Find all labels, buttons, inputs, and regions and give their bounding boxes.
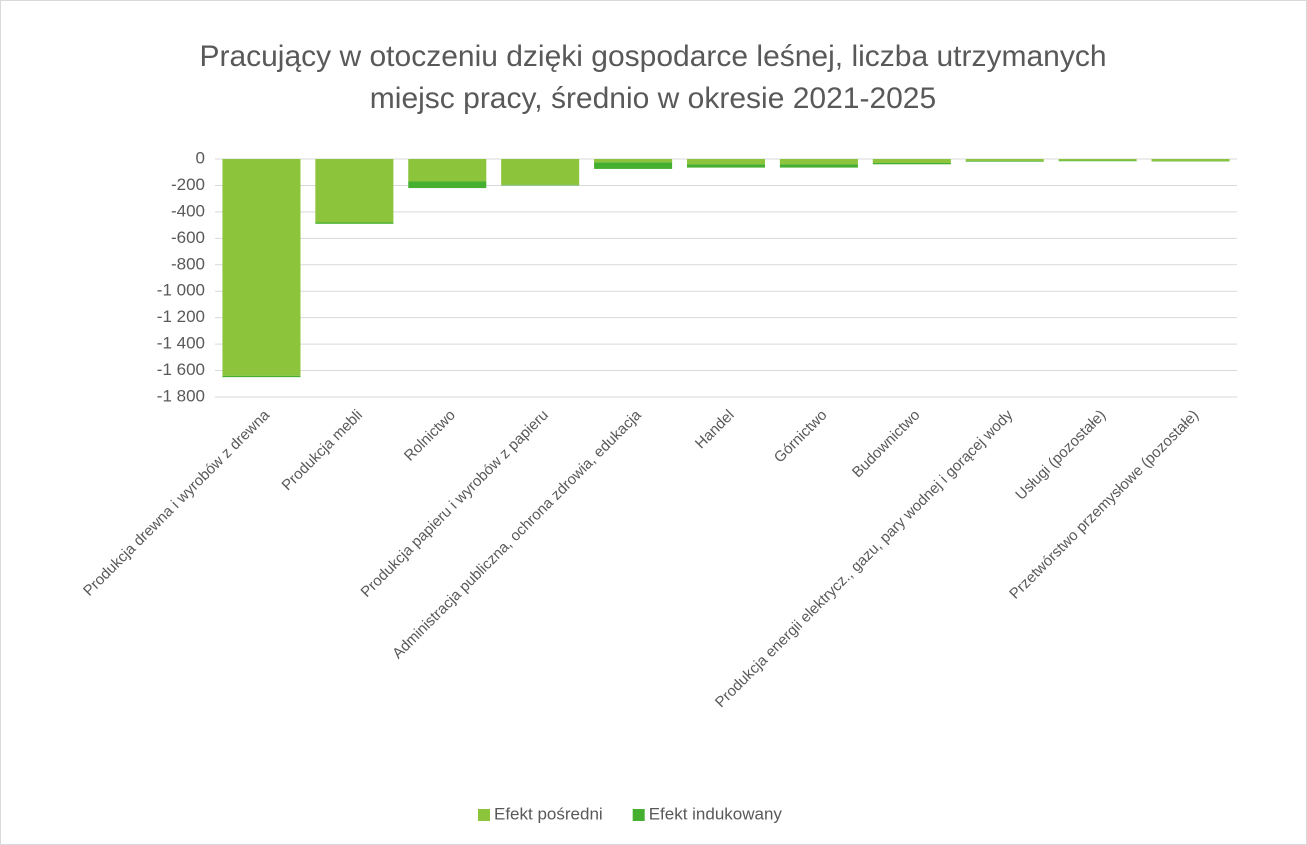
bar <box>686 159 766 165</box>
y-tick-label: -1 600 <box>157 360 205 379</box>
legend-label: Efekt pośredni <box>494 804 603 823</box>
bar <box>779 159 858 165</box>
y-tick-label: 0 <box>196 148 205 167</box>
legend-swatch <box>632 809 645 821</box>
bar <box>965 159 1044 161</box>
y-tick-label: -1 000 <box>157 281 205 300</box>
legend-swatch <box>478 809 490 821</box>
bar <box>1058 159 1137 161</box>
bar <box>222 159 301 376</box>
bar <box>408 181 487 189</box>
bar <box>686 164 766 168</box>
bar <box>501 184 580 186</box>
bar <box>1058 160 1137 162</box>
y-tick-label: -800 <box>171 254 205 273</box>
bar <box>594 159 673 163</box>
bar <box>222 375 301 378</box>
y-tick-label: -1 400 <box>157 334 205 353</box>
y-tick-label: -1 200 <box>157 307 205 326</box>
bar <box>872 162 951 165</box>
bar <box>408 159 487 182</box>
chart-title: miejsc pracy, średnio w okresie 2021-202… <box>370 82 936 115</box>
bar <box>315 159 394 223</box>
bar <box>779 164 858 168</box>
bar <box>315 222 394 224</box>
y-tick-label: -400 <box>171 201 205 220</box>
legend-label: Efekt indukowany <box>649 804 783 823</box>
y-tick-label: -600 <box>171 228 205 247</box>
bar <box>965 160 1044 162</box>
bar <box>872 159 951 163</box>
bar <box>594 162 673 169</box>
bar <box>501 159 580 185</box>
bar <box>1151 159 1230 161</box>
y-tick-label: -1 800 <box>157 386 205 405</box>
y-tick-label: -200 <box>171 175 205 194</box>
chart-title: Pracujący w otoczeniu dzięki gospodarce … <box>199 40 1106 73</box>
